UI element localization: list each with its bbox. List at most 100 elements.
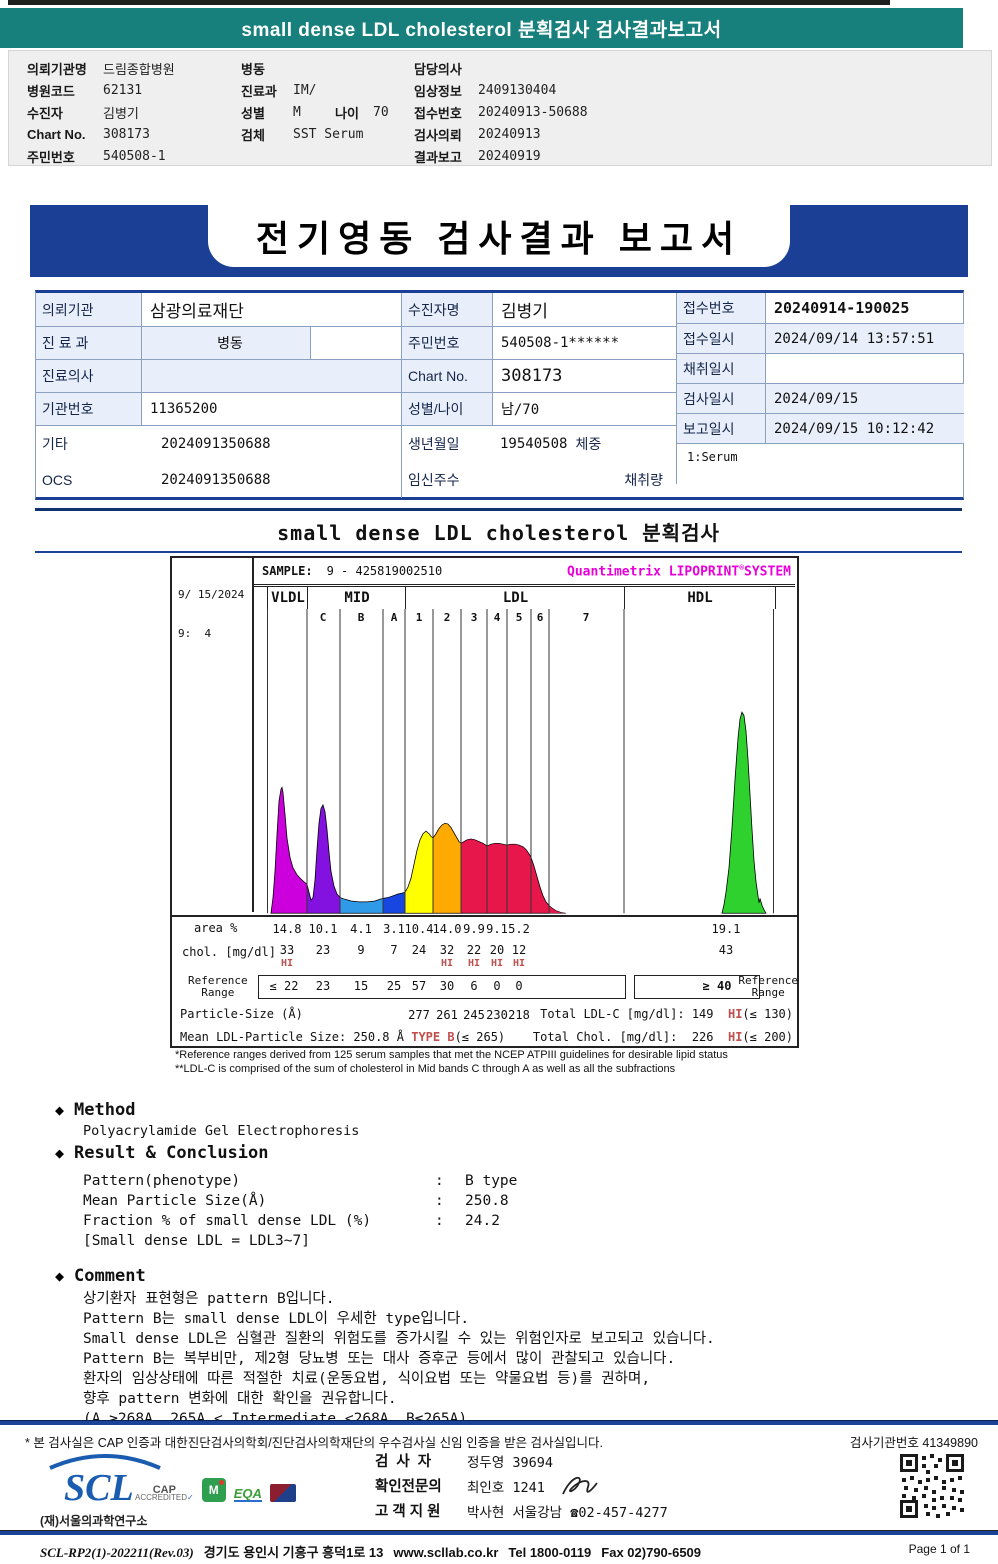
sublabel-7: 7 [582, 611, 590, 624]
field-specimen: 검체 SST Serum [241, 126, 364, 143]
sublabel-3: 3 [470, 611, 478, 624]
eqa-logo: EQA [233, 1486, 262, 1502]
bottom-address-line: SCL-RP2(1)-202211(Rev.03) 경기도 용인시 기흥구 흥덕… [40, 1545, 702, 1560]
field-sex-age: 성별 M 나이 70 [241, 104, 389, 121]
hi-flag: HI [490, 958, 504, 969]
row-sex-age: 성별/나이 남/70 [402, 393, 677, 426]
lipoprint-brand: Quantimetrix LIPOPRINT®SYSTEM [567, 562, 791, 580]
reference-box-main [258, 975, 626, 999]
chart-value-table: area % 14.8 10.1 4.1 3.1 10.4 14.0 9.9 9… [172, 915, 798, 1051]
field-rrn: 주민번호 540508-1 [27, 148, 166, 165]
chart-group-header: VLDL MID LDL HDL [172, 587, 797, 609]
row-ocs: OCS 2024091350688 [42, 472, 271, 488]
row-patient-name: 수진자명 김병기 [402, 293, 677, 327]
row-recv-no: 접수번호 20240914-190025 [677, 293, 964, 324]
patient-header-col1: 의뢰기관명 드림종합병원 병원코드 62131 수진자 김병기 Chart No. 30… [27, 57, 175, 167]
electrophoresis-banner: 전기영동 검사결과 보고서 [30, 205, 968, 277]
dept-extra-cell [311, 327, 401, 359]
field-test-request-date: 검사의뢰 20240913 [414, 126, 541, 143]
chart-footnotes: *Reference ranges derived from 125 serum… [175, 1048, 815, 1076]
chart-sample-row: SAMPLE: 9 - 425819002510 Quantimetrix LI… [252, 558, 795, 587]
row-birth: 생년월일 19540508 체중 [408, 436, 602, 452]
total-ldl-line: Total LDL-C [mg/dl]: 149 HI(≤ 130) [540, 1007, 793, 1021]
banner-title: 전기영동 검사결과 보고서 [255, 219, 743, 259]
banner-ribbon-right [758, 205, 968, 252]
total-chol-line: Total Chol. [mg/dl]: 226 HI(≤ 200) [532, 1030, 793, 1044]
scl-logo-arc [49, 1454, 161, 1470]
comment-heading: ◆ Comment [55, 1266, 146, 1286]
result-item-mean-size: Mean Particle Size(Å):250.8 [83, 1193, 509, 1209]
comment-section: ◆ Comment 상기환자 표현형은 pattern B입니다. Pattern… [55, 1266, 715, 1429]
band-mid-c [306, 803, 341, 914]
reference-box-hdl [634, 975, 760, 999]
sublabel-a: A [390, 611, 398, 624]
row-org: 의뢰기관 삼광의료재단 [36, 293, 401, 327]
scl-logo-block: SCL (재)서울의과학연구소 [40, 1452, 170, 1529]
verifier-row: 확인전문의 최인호 1241 [375, 1473, 705, 1498]
order-info-table: 의뢰기관 삼광의료재단 진 료 과 병동 진료의사 기관번호 11365200 … [35, 290, 964, 500]
field-patient: 수진자 김병기 [27, 105, 139, 122]
row-inst-no: 기관번호 11365200 [36, 393, 401, 426]
comment-lines: 상기환자 표현형은 pattern B입니다. Pattern B는 small… [83, 1291, 715, 1427]
report-title: small dense LDL cholesterol 분획검사 검사결과보고서 [241, 19, 722, 41]
kolas-logo: M [201, 1478, 226, 1502]
cap-logo: CAP ACCREDITED✓ [135, 1484, 194, 1502]
row-doctor: 진료의사 [36, 360, 401, 393]
banner-ribbon-left [30, 205, 240, 252]
patient-header-col2: 병동 진료과 IM/ 성별 M 나이 70 검체 SST Serum [241, 57, 389, 145]
hi-flag: HI [512, 958, 526, 969]
examiner-row: 검 사 자 정두영 39694 [375, 1454, 554, 1471]
verifier-signature [562, 1476, 598, 1494]
mean-particle-row: Mean LDL-Particle Size: 250.8 Å TYPE B(≤… [180, 1030, 793, 1044]
scl-logo: SCL [49, 1454, 161, 1509]
group-vldl: VLDL [267, 587, 308, 609]
band-mid-a [382, 891, 406, 914]
electrophoresis-curves [267, 609, 774, 914]
electrophoresis-plot: C B A 1 2 3 4 5 6 7 [267, 609, 774, 915]
accreditation-logos: CAP ACCREDITED✓ M EQA [135, 1478, 296, 1502]
result-heading: ◆ Result & Conclusion [55, 1143, 269, 1163]
band-ldl2 [432, 822, 462, 914]
group-mid: MID [307, 587, 406, 609]
row-report-dt: 보고일시 2024/09/15 10:12:42 [677, 414, 964, 444]
sublabel-c: C [319, 611, 327, 624]
row-rrn: 주민번호 540508-1****** [402, 327, 677, 360]
band-hdl [721, 711, 767, 914]
particle-size-row: Particle-Size (Å) 277 261 245 230 218 To… [180, 1007, 793, 1022]
hi-flag: HI [280, 958, 294, 969]
row-collect-dt: 채취일시 [677, 354, 964, 384]
area-percent-row: area % 14.8 10.1 4.1 3.1 10.4 14.0 9.9 9… [194, 921, 741, 936]
footnote-1: *Reference ranges derived from 125 serum… [175, 1049, 728, 1061]
band-mid-b [339, 896, 384, 914]
result-section: ◆ Result & Conclusion Pattern(phenotype):… [55, 1143, 517, 1251]
diamond-icon: ◆ [55, 1144, 65, 1162]
chart-datetime: 9/ 15/2024 9: 4 [178, 588, 245, 640]
info-left-group: 의뢰기관 삼광의료재단 진 료 과 병동 진료의사 기관번호 11365200 … [36, 293, 401, 498]
group-ldl: LDL [405, 587, 625, 609]
page-number: Page 1 of 1 [908, 1542, 970, 1556]
footnote-2: **LDL-C is comprised of the sum of chole… [175, 1063, 676, 1075]
anab-logo [269, 1484, 296, 1502]
lipoprint-chart: 9/ 15/2024 9: 4 SAMPLE: 9 - 425819002510… [170, 556, 799, 1048]
band-ldl4 [486, 842, 508, 914]
sublabel-6: 6 [536, 611, 544, 624]
chart-section-title: small dense LDL cholesterol 분획검사 [277, 520, 720, 545]
row-dept: 진 료 과 병동 [36, 327, 401, 360]
lab-number: 검사기관번호 41349890 [849, 1436, 978, 1450]
hi-flag: HI [467, 958, 481, 969]
qr-code [898, 1452, 966, 1520]
info-mid-group: 수진자명 김병기 주민번호 540508-1****** Chart No. 3… [401, 293, 677, 498]
row-serum-note: 1:Serum [687, 450, 738, 464]
group-hdl: HDL [624, 587, 776, 609]
patient-header-block: 의뢰기관명 드림종합병원 병원코드 62131 수진자 김병기 Chart No. 30… [8, 50, 992, 166]
chart-section-header: small dense LDL cholesterol 분획검사 [35, 508, 962, 553]
sublabel-4: 4 [493, 611, 501, 624]
chart-inner-border [252, 558, 254, 912]
report-title-banner: small dense LDL cholesterol 분획검사 검사결과보고서 [0, 8, 963, 48]
band-divider-lines [267, 609, 774, 914]
field-hospital-code: 병원코드 62131 [27, 82, 143, 99]
field-result-report-date: 결과보고 20240919 [414, 148, 541, 165]
sublabel-1: 1 [415, 611, 423, 624]
field-doctor: 담당의사 [414, 61, 462, 77]
banner-title-panel: 전기영동 검사결과 보고서 [208, 205, 790, 267]
